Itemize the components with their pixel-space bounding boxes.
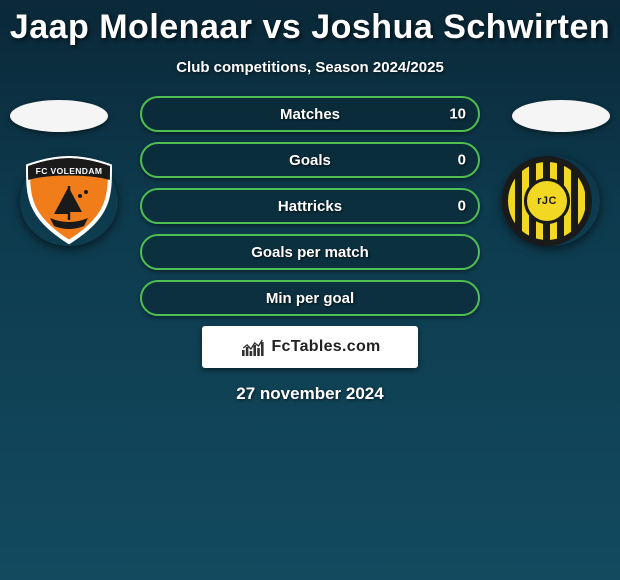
stat-value-right: 0 bbox=[458, 152, 466, 169]
stats-list: Matches 10 Goals 0 Hattricks 0 Goals per match… bbox=[140, 96, 480, 316]
svg-text:FC VOLENDAM: FC VOLENDAM bbox=[36, 166, 103, 176]
stat-row: Min per goal bbox=[140, 280, 480, 316]
stat-value-right: 10 bbox=[449, 106, 466, 123]
comparison-area: FC VOLENDAM rJC Matches10Goals0Hattricks… bbox=[0, 96, 620, 404]
stat-row: Goals 0 bbox=[140, 142, 480, 178]
stat-row: Matches 10 bbox=[140, 96, 480, 132]
stat-label: Hattricks bbox=[278, 198, 342, 215]
fctables-chart-icon bbox=[239, 336, 265, 358]
stat-label: Goals bbox=[289, 152, 331, 169]
volendam-crest-icon: FC VOLENDAM bbox=[20, 156, 118, 246]
player-right-crest: rJC bbox=[502, 156, 600, 246]
page-title: Jaap Molenaar vs Joshua Schwirten bbox=[0, 0, 620, 47]
stat-value-right: 0 bbox=[458, 198, 466, 215]
stat-label: Matches bbox=[280, 106, 340, 123]
stat-row: Goals per match bbox=[140, 234, 480, 270]
snapshot-date: 27 november 2024 bbox=[0, 384, 620, 404]
player-left-flag bbox=[10, 100, 108, 132]
player-right-flag bbox=[512, 100, 610, 132]
player-left-crest: FC VOLENDAM bbox=[20, 156, 118, 246]
page-subtitle: Club competitions, Season 2024/2025 bbox=[0, 59, 620, 76]
stat-label: Goals per match bbox=[251, 244, 369, 261]
roda-crest-icon: rJC bbox=[502, 156, 592, 246]
brand-badge[interactable]: FcTables.com bbox=[202, 326, 418, 368]
brand-text: FcTables.com bbox=[271, 338, 380, 356]
roda-crest-label: rJC bbox=[537, 195, 557, 207]
stat-label: Min per goal bbox=[266, 290, 354, 307]
stat-row: Hattricks 0 bbox=[140, 188, 480, 224]
